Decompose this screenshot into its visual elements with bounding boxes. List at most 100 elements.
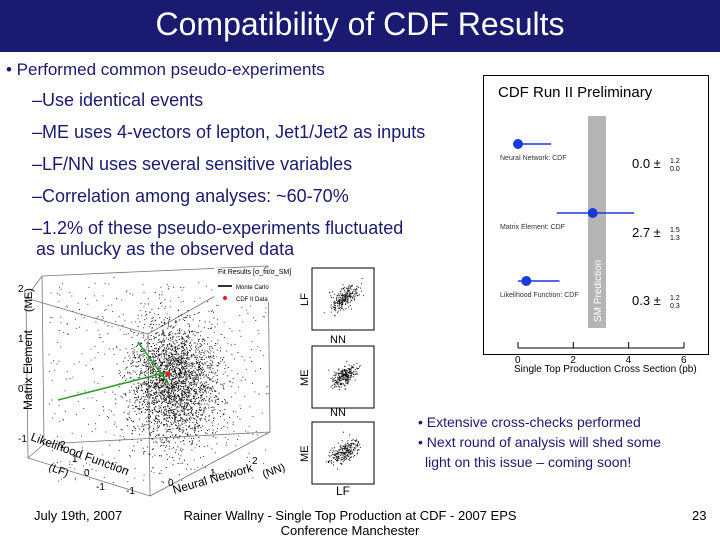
panel-point [337, 299, 339, 301]
mc-point [186, 336, 188, 338]
mc-point [205, 285, 207, 287]
mc-point [128, 405, 130, 407]
mc-point [167, 385, 168, 387]
mc-point [178, 397, 180, 399]
panel-point [334, 314, 336, 316]
panel-point [353, 364, 355, 366]
mc-point [199, 446, 201, 447]
mc-point [169, 407, 171, 409]
mc-point [267, 393, 269, 395]
panel-point [330, 386, 332, 388]
mc-point [143, 306, 145, 308]
mc-point [178, 458, 180, 460]
mc-point [175, 376, 177, 378]
mc-point [177, 388, 179, 390]
slide-title: Compatibility of CDF Results [155, 6, 565, 42]
mc-point [95, 462, 97, 463]
mc-point [169, 403, 171, 405]
mc-point [219, 363, 221, 365]
mc-point [167, 338, 169, 340]
mc-point [193, 369, 195, 371]
mc-point [58, 471, 60, 473]
mc-point [182, 379, 184, 381]
mc-point [205, 357, 207, 359]
mc-point [173, 438, 175, 440]
panel-point [342, 298, 344, 300]
mc-point [75, 414, 77, 416]
mc-point [178, 382, 180, 384]
mc-point [63, 332, 65, 333]
panel-point [359, 366, 360, 368]
mc-point [168, 387, 170, 389]
mc-point [208, 429, 210, 431]
right-bullet-1: • Extensive cross-checks performed [418, 414, 641, 430]
mc-point [174, 420, 176, 422]
mc-point [177, 373, 179, 375]
mc-point [185, 421, 187, 423]
mc-point [150, 382, 151, 384]
mc-point [157, 332, 159, 334]
mc-point [151, 438, 153, 440]
mc-point [185, 380, 187, 382]
mc-point [173, 286, 175, 288]
mc-point [180, 406, 182, 407]
mc-point [189, 399, 191, 401]
panel-point [336, 295, 338, 297]
panel-point [344, 457, 346, 459]
mc-point [199, 367, 200, 369]
mc-point [66, 378, 68, 380]
panel-point [349, 460, 351, 461]
mc-point [193, 418, 195, 420]
mc-point [152, 370, 154, 371]
mc-point [195, 374, 197, 375]
panel-point [351, 372, 353, 374]
mc-point [176, 336, 178, 338]
mc-point [167, 364, 168, 366]
mc-point [178, 406, 180, 408]
mc-point [174, 399, 176, 401]
panel-point [350, 451, 352, 453]
mc-point [129, 372, 131, 373]
mc-point [194, 427, 196, 429]
mc-point [125, 367, 127, 369]
panel-point [335, 298, 337, 300]
mc-point [255, 430, 257, 432]
mc-point [216, 319, 218, 321]
mc-point [203, 385, 204, 387]
mc-point [150, 365, 152, 367]
mc-point [191, 362, 193, 364]
mc-point [214, 409, 216, 411]
mc-point [150, 394, 152, 396]
mc-point [186, 407, 187, 408]
panel-point [334, 301, 336, 303]
panel-point [343, 378, 345, 380]
mc-point [165, 413, 167, 415]
mc-point [146, 421, 148, 423]
mc-point [163, 379, 165, 381]
mc-point [194, 426, 196, 428]
panel-point [332, 377, 334, 379]
mc-point [151, 385, 152, 387]
mc-point [201, 367, 203, 369]
mc-point [178, 364, 180, 365]
panel-point [348, 295, 349, 297]
mc-point [155, 414, 157, 416]
mc-point [172, 363, 174, 365]
mc-point [190, 399, 192, 401]
mc-point [108, 409, 110, 411]
panel-point [340, 371, 342, 373]
mc-point [191, 388, 193, 390]
mc-point [170, 367, 171, 368]
mc-point [173, 422, 174, 424]
mc-point [172, 428, 174, 430]
mc-point [183, 364, 185, 366]
mc-point [192, 381, 194, 383]
mc-point [222, 384, 223, 386]
panel-point [343, 373, 345, 375]
mc-point [181, 400, 183, 402]
panel-point [340, 457, 342, 459]
mc-point [192, 377, 194, 379]
mc-point [163, 386, 165, 388]
mc-point [135, 406, 136, 408]
mc-point [153, 397, 154, 399]
